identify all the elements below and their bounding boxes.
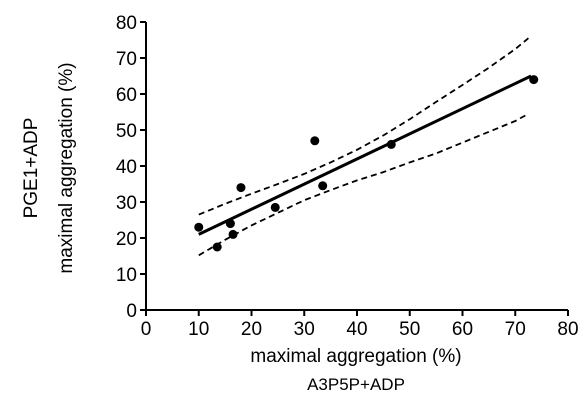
x-tick-label: 50 — [399, 319, 420, 340]
x-tick-label: 80 — [557, 319, 578, 340]
data-point — [194, 222, 204, 232]
confidence-band-lower — [198, 113, 529, 257]
data-point — [228, 229, 238, 239]
x-tick-label: 10 — [188, 319, 209, 340]
y-tick-label: 50 — [116, 121, 137, 142]
x-axis-subtitle: A3P5P+ADP — [307, 375, 405, 394]
y-tick-label: 80 — [116, 13, 137, 34]
y-axis-subtitle: PGE1+ADP — [21, 118, 42, 219]
x-tick-label: 60 — [452, 319, 473, 340]
y-tick-label: 30 — [116, 193, 137, 214]
confidence-bands — [198, 37, 529, 257]
x-tick-label: 70 — [505, 319, 526, 340]
data-point — [310, 136, 320, 146]
y-tick-label: 40 — [116, 157, 137, 178]
y-tick-label: 10 — [116, 265, 137, 286]
x-tick-label: 30 — [294, 319, 315, 340]
confidence-band-upper — [198, 37, 529, 216]
data-points — [194, 75, 539, 252]
data-point — [270, 202, 280, 212]
data-point — [386, 139, 396, 149]
x-ticks: 0 10 20 30 40 50 60 70 80 — [141, 310, 579, 340]
y-tick-label: 60 — [116, 85, 137, 106]
fit-line-group — [198, 74, 532, 236]
data-point — [236, 183, 246, 193]
data-point — [212, 242, 222, 252]
x-tick-label: 0 — [141, 319, 152, 340]
y-tick-label: 70 — [116, 49, 137, 70]
y-tick-label: 0 — [126, 301, 137, 322]
axes — [145, 22, 568, 311]
x-axis-title: maximal aggregation (%) — [250, 346, 461, 367]
regression-line — [198, 74, 532, 236]
y-tick-label: 20 — [116, 229, 137, 250]
data-point — [318, 181, 328, 191]
x-tick-label: 40 — [346, 319, 367, 340]
y-ticks: 0 10 20 30 40 50 60 70 80 — [116, 13, 146, 322]
data-point — [225, 219, 235, 229]
x-tick-label: 20 — [241, 319, 262, 340]
data-point — [529, 75, 539, 85]
y-axis-title: maximal aggregation (%) — [56, 62, 77, 273]
